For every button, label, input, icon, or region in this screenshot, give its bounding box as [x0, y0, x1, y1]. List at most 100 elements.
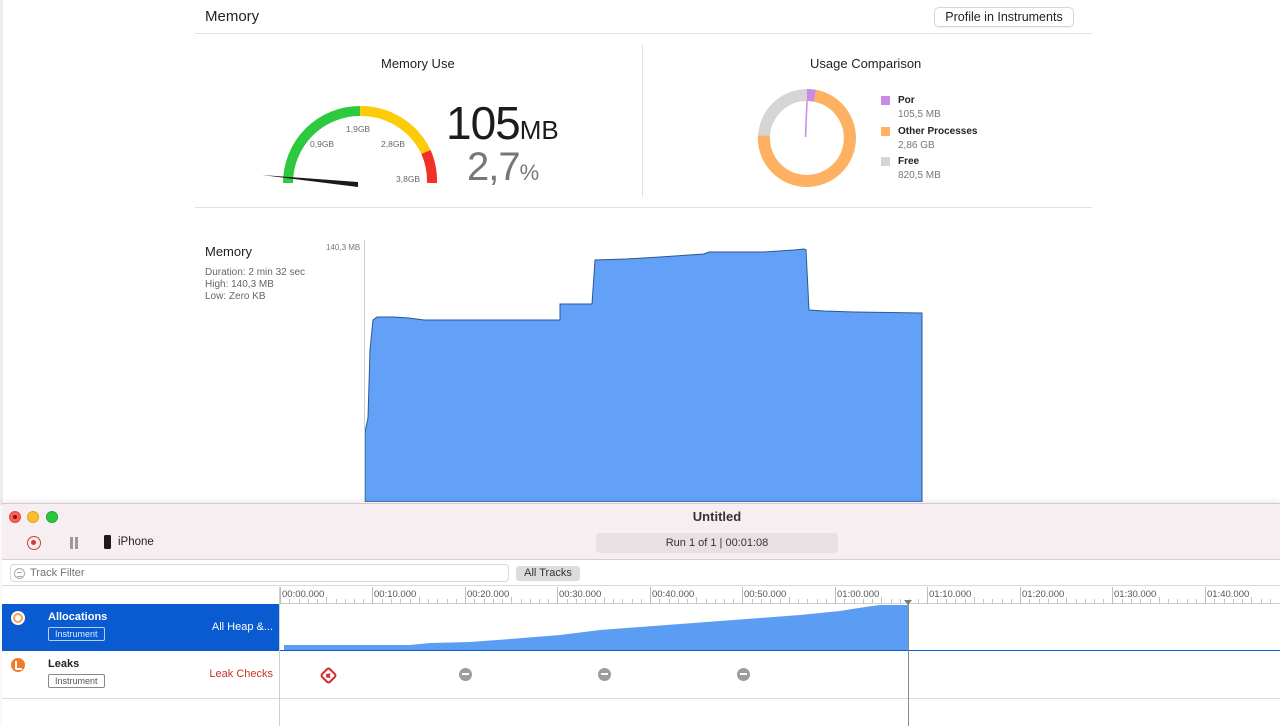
- allocations-area: [284, 605, 908, 651]
- gauge-label: 2,8GB: [381, 139, 405, 149]
- ruler-major-tick: [557, 587, 558, 604]
- memory-value-unit: MB: [519, 115, 559, 145]
- playhead-handle[interactable]: [904, 600, 912, 605]
- ruler-label: 01:10.000: [929, 589, 972, 600]
- legend-value: 820,5 MB: [898, 170, 941, 181]
- instruments-window: Untitled iPhone Run 1 of 1 | 00:01:08 Al…: [2, 503, 1280, 726]
- playhead[interactable]: [908, 600, 909, 726]
- gauge-yellow-segment: [359, 105, 431, 155]
- memory-value-number: 105: [446, 97, 521, 149]
- ruler-major-tick: [835, 587, 836, 604]
- record-button[interactable]: [27, 536, 41, 550]
- filter-bar: All Tracks: [2, 561, 1280, 586]
- ruler-label: 00:40.000: [652, 589, 695, 600]
- memory-usage-area: [364, 248, 923, 502]
- legend-name: Other Processes: [898, 126, 978, 137]
- memory-duration: Duration: 2 min 32 sec: [205, 267, 306, 278]
- window-title: Untitled: [692, 509, 742, 524]
- ruler-major-tick: [1205, 587, 1206, 604]
- track-name: Allocations: [48, 611, 108, 623]
- ruler-major-tick: [1112, 587, 1113, 604]
- ruler-label: 01:30.000: [1114, 589, 1157, 600]
- divider: [195, 33, 1092, 34]
- gauge-red-segment: [421, 149, 438, 184]
- minor-ticks: [289, 597, 1271, 604]
- leaks-icon: [11, 658, 25, 672]
- memory-value: 105MB: [446, 96, 559, 150]
- leak-check-passed-icon[interactable]: [459, 668, 472, 681]
- title-bar: Untitled iPhone Run 1 of 1 | 00:01:08: [2, 504, 1280, 560]
- memory-usage-graph: [364, 248, 923, 502]
- ruler-major-tick: [742, 587, 743, 604]
- legend-value: 2,86 GB: [898, 140, 935, 151]
- donut-app-segment: [806, 89, 816, 102]
- minimize-button[interactable]: [27, 511, 39, 523]
- pause-bar: [70, 537, 73, 549]
- ruler-major-tick: [1020, 587, 1021, 604]
- legend-swatch: [881, 157, 890, 166]
- usage-donut-chart: [757, 89, 856, 187]
- memory-percent-unit: %: [519, 160, 540, 185]
- memory-graph-y-max: 140,3 MB: [326, 243, 361, 252]
- ruler-label: 00:00.000: [282, 589, 325, 600]
- track-filter-input[interactable]: [10, 564, 509, 582]
- divider: [642, 45, 643, 197]
- ruler-major-tick: [650, 587, 651, 604]
- track-detail[interactable]: Leak Checks: [209, 668, 273, 680]
- ruler-major-tick: [465, 587, 466, 604]
- gauge-green-segment: [283, 106, 361, 184]
- track-row-leaks[interactable]: Leaks Instrument Leak Checks: [2, 651, 280, 699]
- leak-check-failed-icon[interactable]: [319, 666, 338, 685]
- memory-graph-axis: [364, 240, 365, 502]
- instrument-badge: Instrument: [48, 627, 105, 641]
- ruler-label: 00:30.000: [559, 589, 602, 600]
- memory-graph-title: Memory: [205, 244, 252, 259]
- track-name: Leaks: [48, 658, 80, 670]
- donut-app-slice-marker: [804, 100, 808, 138]
- memory-high: High: 140,3 MB: [205, 279, 274, 290]
- track-row-allocations[interactable]: Allocations Instrument All Heap &...: [2, 604, 280, 651]
- ruler-major-tick: [280, 587, 281, 604]
- memory-gauge: 0,9GB 1,9GB 2,8GB 3,8GB: [262, 105, 438, 187]
- zoom-button[interactable]: [46, 511, 58, 523]
- ruler-label: 01:00.000: [837, 589, 880, 600]
- pause-bar: [75, 537, 78, 549]
- window-edge: [0, 0, 3, 505]
- gauge-needle: [262, 175, 358, 187]
- track-names-border: [279, 587, 280, 726]
- pause-button[interactable]: [68, 537, 80, 549]
- usage-comparison-title: Usage Comparison: [810, 56, 922, 71]
- ruler-major-tick: [927, 587, 928, 604]
- close-button[interactable]: [9, 511, 21, 523]
- device-selector[interactable]: iPhone: [118, 536, 154, 548]
- legend-value: 105,5 MB: [898, 109, 941, 120]
- allocations-lane-border: [280, 650, 1280, 651]
- gauge-label: 0,9GB: [310, 139, 334, 149]
- legend-swatch: [881, 96, 890, 105]
- timeline-ruler[interactable]: 00:00.000 00:10.000 00:20.000 00:30.000 …: [280, 587, 1280, 604]
- allocations-graph: [284, 605, 908, 651]
- ruler-label: 00:50.000: [744, 589, 787, 600]
- filter-icon: [14, 568, 25, 579]
- legend-name: Free: [898, 156, 920, 167]
- iphone-icon[interactable]: [104, 535, 111, 549]
- gauge-label: 3,8GB: [396, 174, 420, 184]
- profile-in-instruments-button[interactable]: Profile in Instruments: [934, 7, 1074, 27]
- ruler-label: 01:40.000: [1207, 589, 1250, 600]
- instrument-badge: Instrument: [48, 674, 105, 688]
- track-detail[interactable]: All Heap &...: [211, 621, 273, 633]
- legend-swatch: [881, 127, 890, 136]
- ruler-label: 01:20.000: [1022, 589, 1065, 600]
- ruler-major-tick: [372, 587, 373, 604]
- gauge-label: 1,9GB: [346, 124, 370, 134]
- ruler-label: 00:10.000: [374, 589, 417, 600]
- all-tracks-button[interactable]: All Tracks: [516, 566, 580, 581]
- run-info: Run 1 of 1 | 00:01:08: [596, 533, 838, 553]
- leaks-lane-border: [280, 698, 1280, 699]
- legend-name: Por: [898, 95, 915, 106]
- leak-check-passed-icon[interactable]: [737, 668, 750, 681]
- report-title: Memory: [205, 8, 260, 25]
- donut-other-processes-segment: [757, 89, 856, 187]
- leak-check-passed-icon[interactable]: [598, 668, 611, 681]
